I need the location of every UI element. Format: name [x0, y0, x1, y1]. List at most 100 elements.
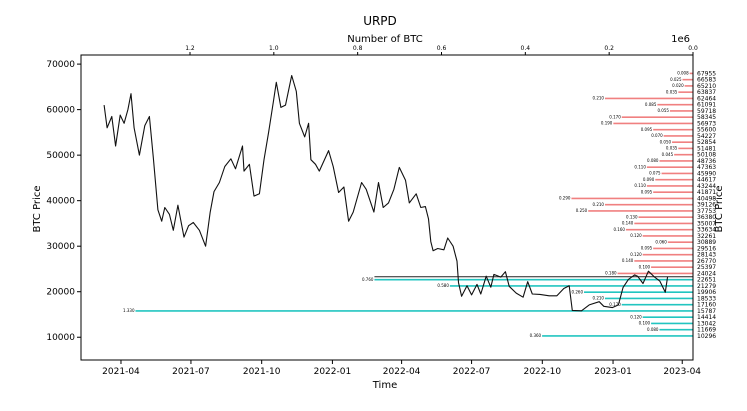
- supply-bar-value-1: 0.025: [670, 77, 682, 82]
- y-tick-label-60000: 60000: [46, 106, 75, 116]
- x-tick-label-2022-07: 2022-07: [453, 367, 491, 377]
- supply-bar-value-4: 0.210: [593, 96, 605, 101]
- price-line: [103, 74, 669, 312]
- price-tick-label-22: 37753: [697, 208, 716, 215]
- supply-bars: [135, 72, 693, 337]
- price-tick-label-28: 29516: [697, 245, 716, 252]
- supply-bar-value-31: 0.100: [639, 264, 651, 269]
- price-tick-label-39: 14414: [697, 314, 716, 321]
- price-tick-label-6: 59718: [697, 108, 716, 115]
- supply-bar-value-11: 0.050: [660, 139, 672, 144]
- price-tick-label-31: 25397: [697, 264, 716, 271]
- price-tick-label-33: 22651: [697, 277, 716, 284]
- supply-bar-value-8: 0.190: [601, 121, 613, 126]
- supply-bar-value-15: 0.110: [634, 164, 646, 169]
- top-axis-title: Number of BTC: [347, 34, 423, 45]
- supply-bar-value-21: 0.210: [593, 202, 605, 207]
- supply-bar-value-0: 0.008: [677, 71, 689, 76]
- supply-bar-value-30: 0.140: [622, 258, 634, 263]
- supply-bar-value-9: 0.095: [641, 127, 653, 132]
- price-tick-label-20: 40498: [697, 195, 716, 202]
- x-axis-title: Time: [372, 380, 397, 391]
- x-tick-label-2021-04: 2021-04: [102, 367, 140, 377]
- top-tick-label-1.2: 1.2: [185, 45, 195, 52]
- supply-bar-value-12: 0.035: [666, 146, 678, 151]
- price-tick-label-0: 67955: [697, 70, 716, 77]
- y-axis-title-left: BTC Price: [32, 186, 43, 233]
- supply-bar-value-29: 0.120: [630, 252, 642, 257]
- supply-bar-value-39: 0.120: [630, 314, 642, 319]
- supply-bar-value-23: 0.130: [626, 214, 638, 219]
- price-tick-label-32: 24024: [697, 270, 716, 277]
- y-tick-label-30000: 30000: [46, 242, 75, 252]
- price-tick-label-7: 58345: [697, 114, 716, 121]
- price-tick-label-21: 39126: [697, 202, 716, 209]
- price-tick-label-8: 56973: [697, 120, 716, 127]
- plot-frame: [80, 54, 694, 361]
- supply-bar-value-32: 0.180: [605, 271, 617, 276]
- supply-bar-value-2: 0.020: [672, 83, 684, 88]
- y-tick-label-50000: 50000: [46, 151, 75, 161]
- supply-bar-value-25: 0.160: [613, 227, 625, 232]
- price-tick-label-9: 55600: [697, 127, 716, 134]
- x-tick-label-2021-07: 2021-07: [172, 367, 210, 377]
- supply-bar-value-42: 0.360: [530, 333, 542, 338]
- price-tick-label-29: 28143: [697, 252, 716, 259]
- supply-bar-value-20: 0.290: [559, 196, 571, 201]
- price-tick-label-1: 66583: [697, 77, 716, 84]
- price-tick-label-3: 63837: [697, 89, 716, 96]
- supply-bar-value-38: 1.330: [123, 308, 135, 313]
- supply-bar-value-3: 0.035: [666, 89, 678, 94]
- price-tick-label-25: 33634: [697, 227, 716, 234]
- top-tick-label-1: 1.0: [269, 45, 279, 52]
- supply-bar-value-41: 0.080: [647, 327, 659, 332]
- supply-bar-value-17: 0.090: [643, 177, 655, 182]
- price-tick-label-11: 52854: [697, 139, 716, 146]
- top-tick-label-0.6: 0.6: [437, 45, 447, 52]
- price-tick-label-19: 41871: [697, 189, 716, 196]
- price-tick-label-14: 48736: [697, 158, 716, 165]
- price-tick-label-4: 62464: [697, 95, 716, 102]
- supply-bar-value-36: 0.210: [593, 296, 605, 301]
- top-tick-label-0.2: 0.2: [604, 45, 614, 52]
- x-tick-label-2023-04: 2023-04: [663, 367, 701, 377]
- x-tick-label-2023-01: 2023-01: [594, 367, 632, 377]
- x-tick-label-2021-10: 2021-10: [243, 367, 281, 377]
- supply-bar-value-18: 0.110: [634, 183, 646, 188]
- price-tick-label-27: 30889: [697, 239, 716, 246]
- x-tick-label-2022-04: 2022-04: [383, 367, 421, 377]
- price-tick-label-30: 26770: [697, 258, 716, 265]
- price-tick-label-24: 35007: [697, 220, 716, 227]
- supply-bar-value-5: 0.085: [645, 102, 657, 107]
- supply-bar-value-35: 0.260: [572, 289, 584, 294]
- price-tick-label-42: 10296: [697, 333, 716, 340]
- y-tick-label-20000: 20000: [46, 288, 75, 298]
- price-tick-label-17: 44617: [697, 177, 716, 184]
- price-tick-label-15: 47363: [697, 164, 716, 171]
- price-tick-label-5: 61091: [697, 102, 716, 109]
- price-tick-label-23: 36380: [697, 214, 716, 221]
- y-tick-label-70000: 70000: [46, 60, 75, 70]
- chart-title: URPD: [363, 14, 397, 28]
- supply-bar-value-40: 0.100: [639, 321, 651, 326]
- supply-bar-value-28: 0.095: [641, 246, 653, 251]
- price-tick-label-12: 51481: [697, 145, 716, 152]
- supply-bar-labels: 0.0080.0250.0200.0350.2100.0850.0550.170…: [123, 71, 689, 338]
- supply-bar-value-24: 0.140: [622, 221, 634, 226]
- price-tick-label-16: 45990: [697, 170, 716, 177]
- supply-bar-value-13: 0.045: [662, 152, 674, 157]
- x-tick-label-2022-01: 2022-01: [314, 367, 352, 377]
- price-tick-label-2: 65210: [697, 83, 716, 90]
- x-tick-label-2022-10: 2022-10: [524, 367, 562, 377]
- supply-bar-value-16: 0.075: [649, 171, 661, 176]
- supply-bar-value-6: 0.055: [657, 108, 669, 113]
- price-tick-label-37: 17160: [697, 302, 716, 309]
- price-tick-label-10: 54227: [697, 133, 716, 140]
- top-tick-label-0.4: 0.4: [521, 45, 531, 52]
- supply-bar-value-34: 0.580: [437, 283, 449, 288]
- top-tick-label-0: 0.0: [688, 45, 698, 52]
- supply-bar-value-37: 0.170: [609, 302, 621, 307]
- axes: 6795566583652106383762464610915971858345…: [46, 45, 716, 377]
